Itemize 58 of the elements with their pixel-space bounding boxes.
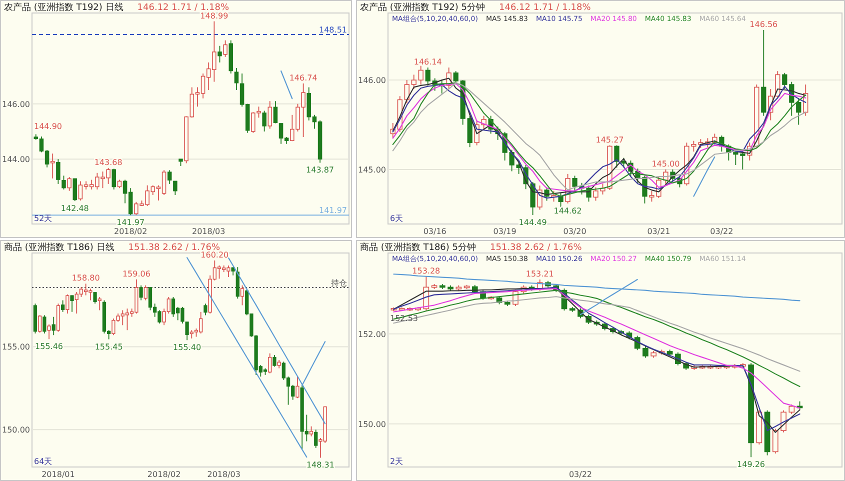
- y-tick-label: 150.00: [2, 426, 30, 435]
- chart-title: 商品 (亚洲指数 T186) 日线: [4, 242, 114, 253]
- annotation: 149.26: [737, 460, 766, 470]
- chart-title: 商品 (亚洲指数 T186) 5分钟: [360, 242, 476, 253]
- annotation: 155.46: [35, 342, 64, 352]
- chart-title: 农产品 (亚洲指数 T192) 日线: [4, 2, 124, 13]
- annotation: 64天: [34, 457, 52, 466]
- annotation: 145.27: [596, 135, 624, 144]
- chart-title: 农产品 (亚洲指数 T192) 5分钟: [360, 2, 486, 13]
- annotation: 148.31: [306, 460, 334, 470]
- chart-subtitle: 146.12 1.71 / 1.18%: [137, 3, 230, 13]
- annotation: 152.53: [390, 314, 418, 324]
- y-tick-label: 144.00: [2, 155, 30, 164]
- y-tick-label: 150.00: [358, 420, 386, 429]
- x-tick-label: 2018/02: [114, 227, 148, 236]
- annotation: 155.40: [173, 343, 202, 352]
- x-tick-label: 03/16: [423, 227, 446, 236]
- x-tick-label: 2018/03: [192, 227, 226, 236]
- annotation: 143.87: [306, 166, 334, 175]
- y-tick-label: 145.00: [358, 165, 386, 174]
- chart-subtitle: 146.12 1.71 / 1.18%: [499, 3, 592, 13]
- x-tick-label: 2018/01: [42, 470, 75, 479]
- ref-line-label: 持仓: [331, 278, 347, 288]
- annotation: 153.21: [526, 270, 554, 279]
- y-tick-label: 146.00: [2, 100, 30, 109]
- annotation: 145.00: [652, 159, 680, 168]
- annotation: 144.62: [554, 206, 582, 216]
- annotation: 144.90: [34, 122, 62, 132]
- x-tick-label: 03/21: [647, 227, 670, 236]
- annotation: 52天: [34, 214, 52, 223]
- annotation: 146.14: [414, 58, 442, 67]
- x-tick-label: 03/22: [568, 470, 592, 479]
- annotation: 2天: [390, 457, 404, 466]
- annotation: 6天: [390, 214, 404, 223]
- annotation: 155.45: [94, 342, 123, 352]
- annotation: 141.97: [116, 218, 145, 228]
- annotation: 153.28: [412, 266, 440, 276]
- annotation: 146.56: [750, 20, 778, 29]
- x-tick-label: 03/19: [493, 227, 516, 236]
- y-tick-label: 155.00: [2, 342, 30, 352]
- annotation: 143.68: [94, 158, 122, 167]
- annotation: 146.74: [289, 73, 318, 82]
- annotation: 144.49: [518, 218, 547, 228]
- annotation: 158.80: [72, 274, 100, 283]
- chart-subtitle: 151.38 2.62 / 1.76%: [490, 243, 582, 253]
- y-tick-label: 146.00: [358, 76, 386, 86]
- y-tick-label: 152.00: [358, 330, 386, 339]
- x-tick-label: 03/20: [563, 227, 586, 236]
- annotation: 160.20: [200, 250, 229, 260]
- annotation: 148.99: [200, 11, 228, 20]
- chart-subtitle: 151.38 2.62 / 1.76%: [128, 243, 220, 253]
- annotation: 142.48: [60, 204, 89, 214]
- ref-line-label: 148.51: [319, 26, 347, 35]
- x-tick-label: 2018/03: [207, 470, 240, 479]
- x-tick-label: 2018/02: [147, 470, 181, 479]
- annotation: 159.06: [122, 269, 150, 278]
- ref-line-label: 141.97: [319, 206, 347, 216]
- x-tick-label: 03/22: [710, 227, 734, 236]
